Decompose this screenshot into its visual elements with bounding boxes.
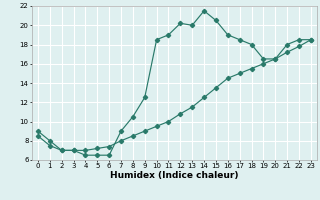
X-axis label: Humidex (Indice chaleur): Humidex (Indice chaleur) [110, 171, 239, 180]
